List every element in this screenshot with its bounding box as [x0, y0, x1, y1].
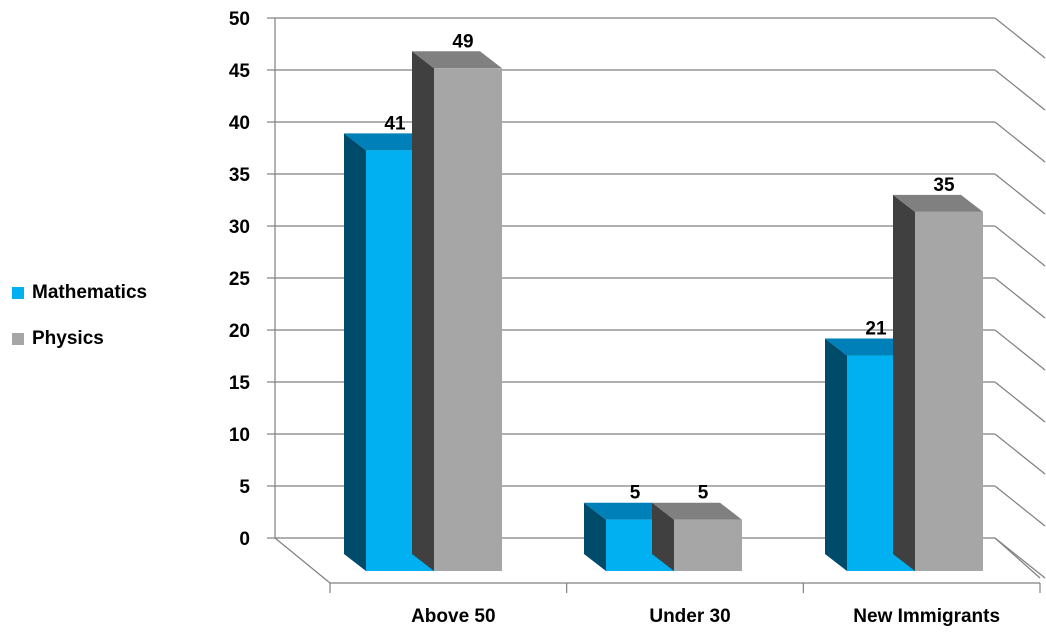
bar-side-face	[825, 338, 847, 571]
side-gridline	[994, 225, 1046, 267]
bar-mathematics-1	[584, 502, 674, 571]
bar-front-face	[674, 519, 742, 571]
legend-swatch-mathematics	[12, 287, 24, 299]
bar-physics-2	[893, 194, 983, 571]
data-label: 5	[630, 483, 641, 504]
data-labels: 41 49 5 5 21 35	[384, 31, 955, 503]
bar-side-face	[584, 502, 606, 571]
side-gridline	[994, 433, 1046, 475]
y-tick-label: 25	[229, 269, 251, 290]
x-tick-label: Above 50	[411, 606, 495, 627]
y-tick-label: 15	[229, 373, 251, 394]
bar-top-face	[893, 194, 983, 212]
legend-item-mathematics: Mathematics	[12, 280, 147, 306]
axes: 0 5 10 15 20 25 30 35 40 45 50 Above 50 Under 30 New …	[229, 9, 1041, 627]
x-tick-label: New Immigrants	[853, 606, 1000, 627]
side-gridline	[994, 69, 1046, 111]
y-tick-label: 10	[229, 425, 250, 446]
bar-side-face	[344, 133, 366, 571]
legend-label-physics: Physics	[32, 328, 104, 349]
data-label: 5	[698, 483, 709, 504]
x-tick-label: Under 30	[649, 606, 730, 627]
bar-side-face	[412, 51, 434, 571]
data-label: 35	[933, 175, 955, 196]
bar-physics-0	[412, 51, 502, 571]
y-tick-label: 20	[229, 321, 250, 342]
y-tick-label: 0	[239, 529, 250, 550]
y-tick-label: 5	[239, 477, 250, 498]
side-gridline	[994, 17, 1046, 59]
y-tick-label: 45	[229, 61, 251, 82]
bar-physics-1	[652, 502, 742, 571]
y-tick-label: 50	[229, 9, 250, 30]
side-gridline	[994, 381, 1046, 423]
bar-side-face	[893, 194, 915, 571]
legend: Mathematics Physics	[12, 280, 147, 372]
side-gridline	[994, 485, 1046, 527]
bars	[344, 51, 983, 571]
legend-label-mathematics: Mathematics	[32, 282, 148, 303]
side-gridline	[994, 173, 1046, 215]
bar-top-face	[344, 133, 434, 151]
y-tick-label: 40	[229, 113, 250, 134]
floor-right-edge	[994, 537, 1041, 579]
side-gridline	[994, 329, 1046, 371]
side-gridline	[994, 277, 1046, 319]
data-label: 49	[452, 31, 473, 52]
bar-top-face	[825, 338, 915, 356]
floor-left-edge	[274, 537, 331, 584]
bar-front-face	[434, 68, 502, 571]
legend-item-physics: Physics	[12, 326, 147, 352]
legend-swatch-physics	[12, 333, 24, 345]
side-gridline	[994, 121, 1046, 163]
data-label: 41	[384, 113, 406, 134]
bar-top-face	[412, 51, 502, 69]
bar-mathematics-0	[344, 133, 434, 571]
bar-front-face	[915, 211, 983, 571]
bar-top-face	[584, 502, 674, 520]
y-tick-label: 35	[229, 165, 251, 186]
data-label: 21	[865, 319, 887, 340]
bar-top-face	[652, 502, 742, 520]
bar-side-face	[652, 502, 674, 571]
y-tick-label: 30	[229, 217, 250, 238]
